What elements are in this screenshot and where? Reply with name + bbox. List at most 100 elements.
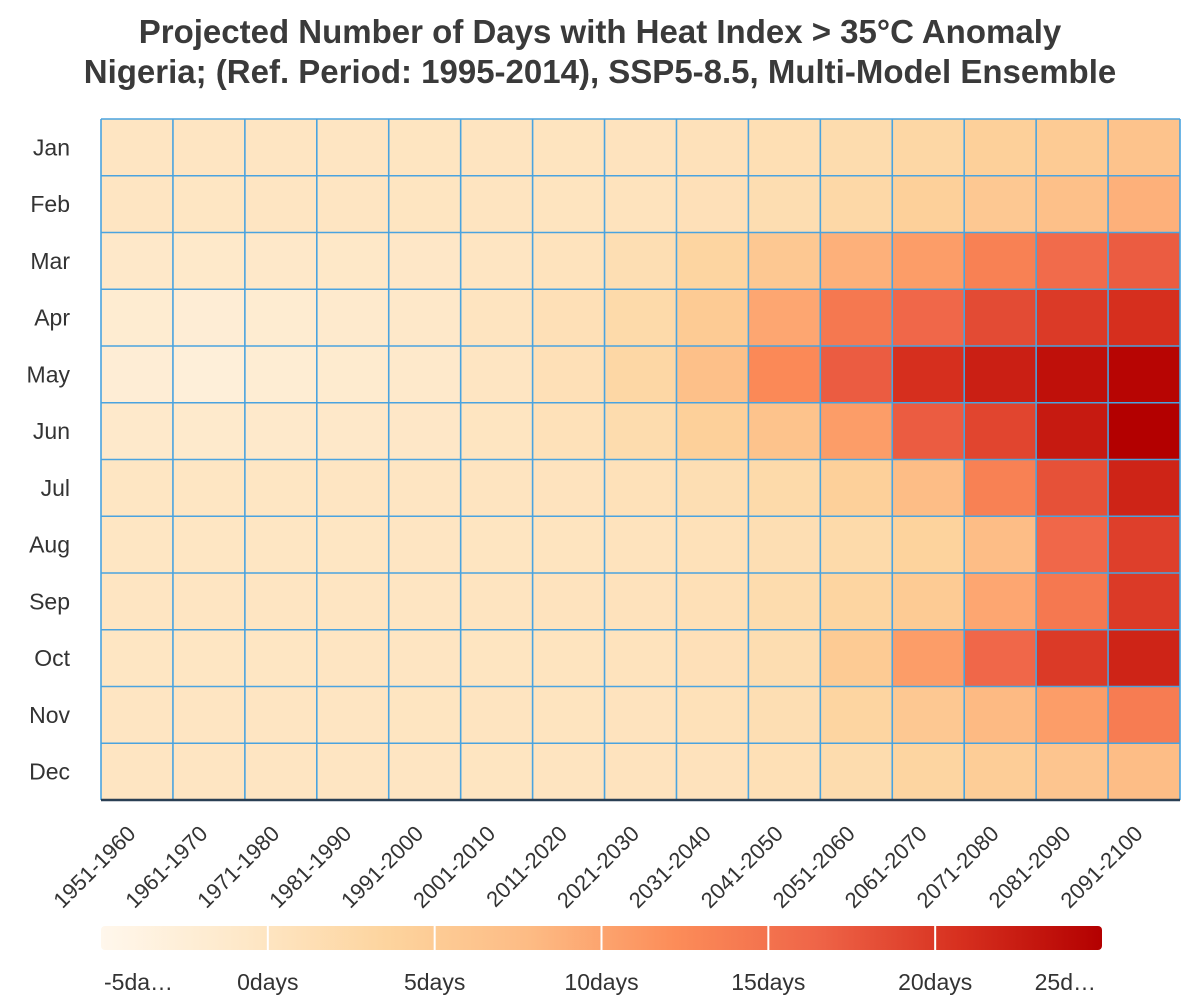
- heatmap-cell: [1108, 516, 1181, 574]
- heatmap-cell: [101, 346, 174, 404]
- heatmap-cell: [820, 175, 893, 233]
- heatmap-cell: [172, 573, 246, 631]
- y-tick-label: Nov: [29, 702, 70, 728]
- heatmap-cell: [676, 459, 749, 517]
- heatmap-cell: [964, 119, 1037, 177]
- colorbar: -5da… 0days 5days 10days 15days 20days 25d…: [101, 926, 1102, 995]
- heatmap-cell: [820, 743, 893, 801]
- y-tick-label: Dec: [29, 759, 70, 785]
- heatmap-cell: [460, 629, 534, 687]
- heatmap-cell: [892, 346, 965, 404]
- heatmap-cell: [244, 232, 318, 290]
- y-tick-label: Sep: [29, 588, 70, 614]
- heatmap-cell: [820, 119, 893, 177]
- heatmap-cell: [1036, 232, 1109, 290]
- heatmap-cell: [1108, 402, 1181, 460]
- heatmap-cell: [101, 232, 174, 290]
- heatmap-cell: [460, 289, 534, 347]
- heatmap-cell: [1036, 516, 1109, 574]
- heatmap-cell: [532, 289, 606, 347]
- heatmap-cell: [1036, 629, 1109, 687]
- heatmap-cell: [172, 119, 246, 177]
- heatmap-cell: [604, 459, 677, 517]
- heatmap-cell: [244, 346, 318, 404]
- heatmap-cell: [676, 346, 749, 404]
- heatmap-cell: [316, 629, 390, 687]
- heatmap-cell: [964, 175, 1037, 233]
- heatmap-cell: [1108, 119, 1181, 177]
- y-tick-label: Oct: [34, 645, 70, 671]
- heatmap-cell: [388, 516, 462, 574]
- y-tick-label: Jul: [41, 475, 70, 501]
- heatmap-cell: [244, 516, 318, 574]
- heatmap-cell: [604, 402, 677, 460]
- heatmap-cell: [748, 743, 821, 801]
- heatmap-cell: [244, 402, 318, 460]
- heatmap-cell: [1108, 346, 1181, 404]
- heatmap-cell: [172, 232, 246, 290]
- heatmap-cell: [316, 232, 390, 290]
- heatmap-cell: [172, 629, 246, 687]
- heatmap-cell: [532, 175, 606, 233]
- heatmap-cell: [1108, 743, 1181, 801]
- heatmap-cell: [964, 743, 1037, 801]
- heatmap-cell: [964, 629, 1037, 687]
- heatmap-cell: [532, 459, 606, 517]
- heatmap-cell: [172, 346, 246, 404]
- heatmap-cell: [388, 346, 462, 404]
- x-axis-labels: 1951-19601961-19701971-19801981-19901991…: [48, 821, 1147, 913]
- heatmap-cell: [892, 629, 965, 687]
- heatmap-cell: [820, 232, 893, 290]
- heatmap-cell: [820, 516, 893, 574]
- heatmap-cell: [316, 289, 390, 347]
- heatmap-cell: [1108, 459, 1181, 517]
- heatmap-cell: [388, 459, 462, 517]
- heatmap-cell: [532, 516, 606, 574]
- heatmap-cell: [101, 686, 174, 744]
- heatmap-cell: [892, 743, 965, 801]
- heatmap-cell: [460, 402, 534, 460]
- title-line-1: Projected Number of Days with Heat Index…: [138, 13, 1062, 50]
- heatmap-cell: [101, 573, 174, 631]
- heatmap-cell: [964, 289, 1037, 347]
- heatmap-cell: [964, 459, 1037, 517]
- grid-lines: [100, 118, 1181, 802]
- heatmap-cell: [964, 346, 1037, 404]
- y-tick-label: Aug: [29, 532, 70, 558]
- heatmap-cell: [964, 573, 1037, 631]
- heatmap-cell: [820, 629, 893, 687]
- heatmap-cell: [676, 402, 749, 460]
- colorbar-tick-label: 5days: [404, 969, 465, 995]
- heatmap-cell: [1036, 175, 1109, 233]
- heatmap-cell: [604, 573, 677, 631]
- heatmap-cell: [748, 402, 821, 460]
- heatmap-cell: [1036, 346, 1109, 404]
- heatmap-cell: [172, 175, 246, 233]
- heatmap-cell: [604, 232, 677, 290]
- heatmap-cell: [101, 629, 174, 687]
- heatmap-cell: [676, 175, 749, 233]
- heatmap-cell: [676, 573, 749, 631]
- colorbar-tick-label: 25d…: [1035, 969, 1096, 995]
- heatmap-cell: [316, 516, 390, 574]
- colorbar-tick-label: -5da…: [104, 969, 173, 995]
- y-tick-label: Jun: [33, 418, 70, 444]
- heatmap-cell: [892, 175, 965, 233]
- heatmap-cell: [604, 743, 677, 801]
- heatmap-cell: [244, 573, 318, 631]
- y-tick-label: Mar: [30, 248, 70, 274]
- colorbar-tick-label: 20days: [898, 969, 972, 995]
- heatmap-cell: [101, 402, 174, 460]
- heatmap-cell: [892, 686, 965, 744]
- heatmap-cell: [892, 232, 965, 290]
- heatmap-cell: [1108, 175, 1181, 233]
- heatmap-cell: [892, 516, 965, 574]
- heatmap-cell: [172, 402, 246, 460]
- heatmap-cell: [604, 175, 677, 233]
- heatmap-cell: [748, 232, 821, 290]
- heatmap-cell: [820, 346, 893, 404]
- heatmap-cell: [388, 402, 462, 460]
- heatmap-cell: [388, 743, 462, 801]
- heatmap-cell: [388, 573, 462, 631]
- heatmap-cell: [1036, 459, 1109, 517]
